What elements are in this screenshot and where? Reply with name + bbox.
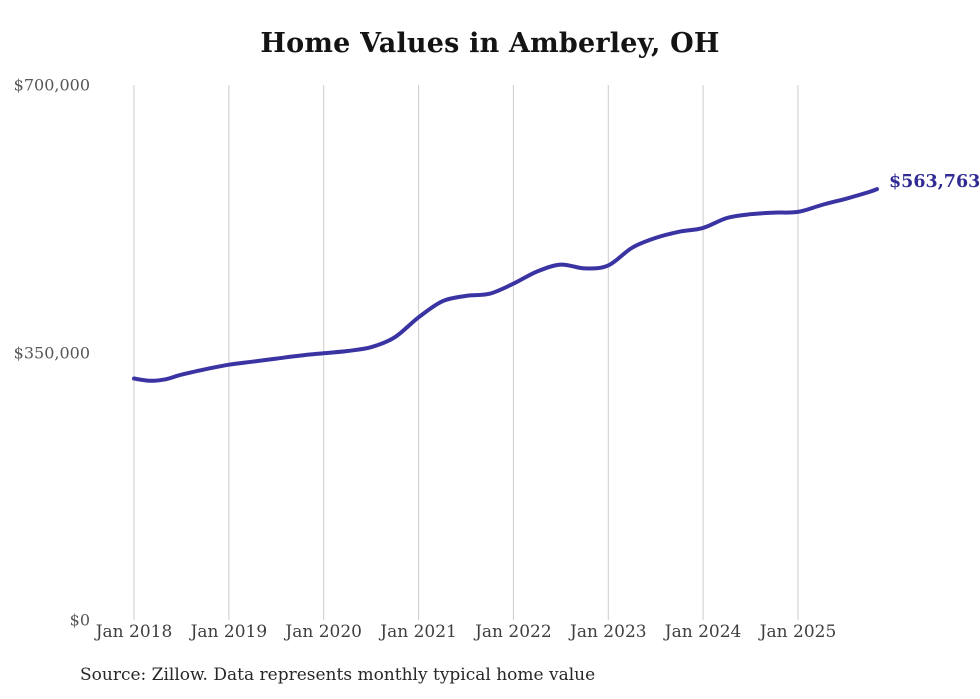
- end-value-label: $563,763: [889, 172, 980, 193]
- y-tick-label: $0: [69, 610, 90, 630]
- source-note: Source: Zillow. Data represents monthly …: [80, 665, 596, 685]
- y-tick-label: $700,000: [13, 75, 90, 95]
- x-tick-label: Jan 2025: [759, 622, 837, 642]
- home-value-line: [132, 187, 879, 383]
- x-tick-label: Jan 2024: [664, 622, 742, 642]
- x-tick-label: Jan 2020: [285, 622, 362, 642]
- x-tick-label: Jan 2018: [95, 622, 173, 642]
- y-tick-label: $350,000: [13, 343, 90, 362]
- x-tick-label: Jan 2021: [380, 622, 457, 642]
- chart-title: Home Values in Amberley, OH: [260, 28, 720, 59]
- x-tick-label: Jan 2019: [190, 622, 268, 642]
- x-tick-label: Jan 2023: [570, 622, 647, 642]
- gridlines: [133, 85, 799, 620]
- x-tick-label: Jan 2022: [475, 622, 552, 642]
